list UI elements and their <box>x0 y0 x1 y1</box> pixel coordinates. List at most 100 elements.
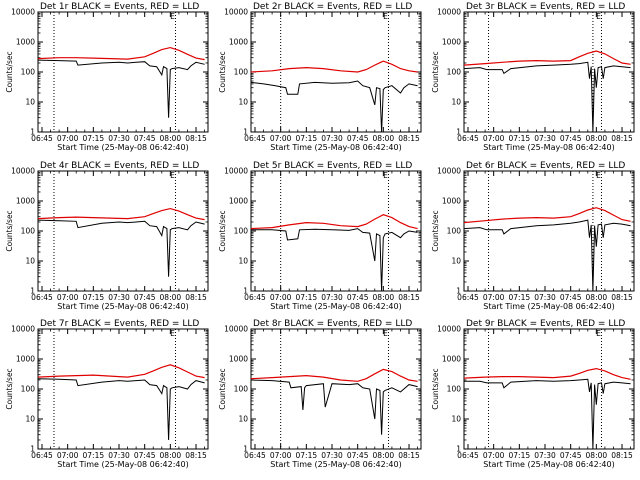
x-tick-label: 07:30 <box>321 293 343 302</box>
x-tick-label: 07:30 <box>534 451 556 460</box>
x-tick-label: 06:45 <box>244 451 266 460</box>
y-tick-label: 10 <box>238 257 248 266</box>
events-series-line <box>37 219 205 277</box>
x-axis-label: Start Time (25-May-08 06:42:40) <box>483 302 614 311</box>
x-tick-label: 08:15 <box>185 451 207 460</box>
x-tick-label: 06:45 <box>457 451 479 460</box>
lld-series-line <box>37 364 205 379</box>
panel-1: Det 1r BLACK = Events, RED = LLD 1 10 100 10… <box>5 2 209 152</box>
y-tick-label: 1 <box>243 287 248 296</box>
panel-title: Det 4r BLACK = Events, RED = LLD <box>40 161 199 171</box>
x-tick-label: 07:30 <box>534 134 556 143</box>
panel-title: Det 9r BLACK = Events, RED = LLD <box>466 319 625 329</box>
event-marker-label: E <box>383 329 388 338</box>
y-tick-label: 10000 <box>437 167 461 176</box>
events-series-line <box>37 59 205 118</box>
x-tick-label: 07:30 <box>534 293 556 302</box>
x-tick-label: 06:45 <box>31 293 53 302</box>
x-tick-label: 07:00 <box>57 134 79 143</box>
event-marker-label: E <box>170 171 175 180</box>
events-series-line <box>37 378 205 441</box>
panel-8: Det 8r BLACK = Events, RED = LLD 1 10 100 10… <box>218 319 422 469</box>
x-tick-label: 06:45 <box>31 134 53 143</box>
x-tick-label: 07:45 <box>347 293 369 302</box>
x-tick-label: 08:15 <box>398 451 420 460</box>
x-tick-label: 07:45 <box>560 134 582 143</box>
y-tick-label: 1 <box>30 287 35 296</box>
event-marker-label: E <box>596 12 601 21</box>
y-tick-label: 10 <box>451 98 461 107</box>
x-tick-label: 07:30 <box>108 293 130 302</box>
x-tick-label: 06:45 <box>457 134 479 143</box>
x-tick-label: 07:15 <box>83 293 105 302</box>
panel-title: Det 8r BLACK = Events, RED = LLD <box>253 319 412 329</box>
x-tick-label: 07:45 <box>560 293 582 302</box>
x-tick-label: 08:00 <box>373 293 395 302</box>
y-axis-label: Counts/sec <box>218 210 227 251</box>
y-tick-label: 100 <box>21 227 36 236</box>
x-tick-label: 07:30 <box>108 134 130 143</box>
y-tick-label: 1000 <box>442 355 461 364</box>
lld-series-line <box>250 214 418 230</box>
x-axis-label: Start Time (25-May-08 06:42:40) <box>270 302 401 311</box>
x-tick-label: 07:00 <box>270 134 292 143</box>
y-tick-label: 1 <box>456 445 461 454</box>
panel-5: Det 5r BLACK = Events, RED = LLD 1 10 100 10… <box>218 161 422 311</box>
x-tick-label: 07:00 <box>270 293 292 302</box>
x-tick-label: 07:00 <box>483 134 505 143</box>
x-tick-label: 08:00 <box>586 451 608 460</box>
y-tick-label: 10000 <box>224 325 248 334</box>
y-tick-label: 100 <box>234 227 249 236</box>
lld-series-line <box>37 46 205 61</box>
panel-title: Det 6r BLACK = Events, RED = LLD <box>466 161 625 171</box>
y-tick-label: 1000 <box>16 197 35 206</box>
y-tick-label: 10000 <box>437 325 461 334</box>
y-tick-label: 1 <box>243 128 248 137</box>
x-axis-label: Start Time (25-May-08 06:42:40) <box>270 143 401 152</box>
panel-7: Det 7r BLACK = Events, RED = LLD 1 10 100 10… <box>5 319 209 469</box>
panel-6: Det 6r BLACK = Events, RED = LLD 1 10 100 10… <box>431 161 635 311</box>
y-tick-label: 10 <box>451 257 461 266</box>
x-tick-label: 07:15 <box>83 134 105 143</box>
event-marker-label: E <box>170 12 175 21</box>
y-tick-label: 10 <box>25 257 35 266</box>
y-axis-label: Counts/sec <box>218 51 227 92</box>
x-tick-label: 06:45 <box>244 293 266 302</box>
y-tick-label: 10000 <box>437 8 461 17</box>
x-tick-label: 08:15 <box>398 293 420 302</box>
y-axis-label: Counts/sec <box>431 368 440 409</box>
lld-series-line <box>463 367 631 380</box>
y-tick-label: 10000 <box>224 8 248 17</box>
x-tick-label: 07:15 <box>296 134 318 143</box>
events-series-line <box>463 219 631 292</box>
events-series-line <box>251 228 418 292</box>
y-tick-label: 1 <box>456 287 461 296</box>
y-tick-label: 1 <box>30 445 35 454</box>
lld-series-line <box>250 368 418 382</box>
x-tick-label: 07:45 <box>134 134 156 143</box>
x-tick-label: 07:15 <box>296 451 318 460</box>
y-tick-label: 1 <box>30 128 35 137</box>
x-tick-label: 06:45 <box>31 451 53 460</box>
y-tick-label: 10 <box>238 415 248 424</box>
x-axis-label: Start Time (25-May-08 06:42:40) <box>57 302 188 311</box>
event-marker-label: E <box>383 171 388 180</box>
y-tick-label: 100 <box>234 68 249 77</box>
x-tick-label: 07:15 <box>509 293 531 302</box>
y-tick-label: 100 <box>21 68 36 77</box>
panel-title: Det 2r BLACK = Events, RED = LLD <box>253 2 412 12</box>
panel-2: Det 2r BLACK = Events, RED = LLD 1 10 100 10… <box>218 2 422 152</box>
y-tick-label: 1000 <box>229 197 248 206</box>
x-tick-label: 08:15 <box>185 293 207 302</box>
y-tick-label: 1 <box>243 445 248 454</box>
event-marker-label: E <box>383 12 388 21</box>
x-tick-label: 07:45 <box>134 293 156 302</box>
y-tick-label: 10 <box>238 98 248 107</box>
y-axis-label: Counts/sec <box>5 210 14 251</box>
y-tick-label: 10000 <box>224 167 248 176</box>
x-axis-label: Start Time (25-May-08 06:42:40) <box>483 460 614 469</box>
x-axis-label: Start Time (25-May-08 06:42:40) <box>57 460 188 469</box>
events-series-line <box>250 80 418 133</box>
y-tick-label: 1 <box>456 128 461 137</box>
